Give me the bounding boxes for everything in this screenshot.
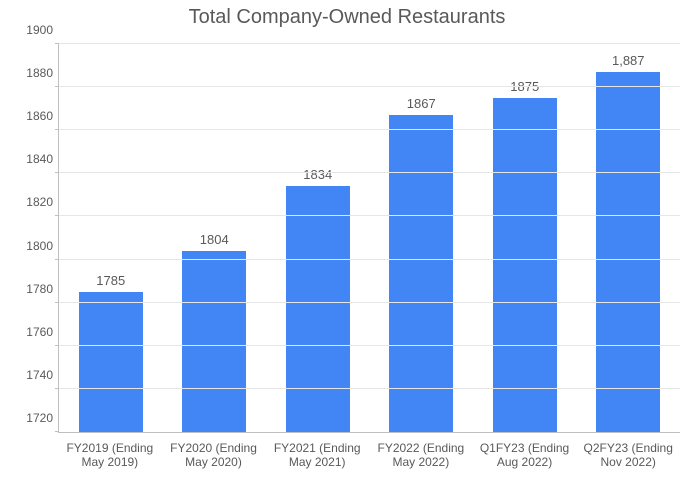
ytick-mark	[55, 302, 59, 303]
ytick-mark	[55, 431, 59, 432]
bar-slot: 1,887	[577, 44, 681, 432]
bar-slot: 1834	[266, 44, 370, 432]
ytick-label: 1800	[26, 239, 59, 253]
bar: 1,887	[596, 72, 660, 432]
x-axis-labels: FY2019 (Ending May 2019)FY2020 (Ending M…	[58, 437, 680, 503]
ytick-label: 1760	[26, 325, 59, 339]
bar-value-label: 1834	[303, 167, 332, 186]
ytick-mark	[55, 172, 59, 173]
gridline	[59, 259, 680, 260]
bar: 1875	[493, 98, 557, 432]
bar-slot: 1867	[370, 44, 474, 432]
bars-group: 1785 1804 1834 1867 1875 1,887	[59, 44, 680, 432]
x-axis-label: FY2021 (Ending May 2021)	[265, 437, 369, 503]
chart-title: Total Company-Owned Restaurants	[0, 6, 694, 29]
bar-value-label: 1,887	[612, 53, 645, 72]
gridline	[59, 215, 680, 216]
bar-value-label: 1804	[200, 232, 229, 251]
bar-slot: 1875	[473, 44, 577, 432]
chart-container: Total Company-Owned Restaurants 1785 1804…	[0, 0, 694, 503]
bar-value-label: 1867	[407, 96, 436, 115]
gridline	[59, 302, 680, 303]
x-axis-label: FY2019 (Ending May 2019)	[58, 437, 162, 503]
ytick-mark	[55, 345, 59, 346]
ytick-mark	[55, 259, 59, 260]
ytick-mark	[55, 388, 59, 389]
x-axis-label: Q1FY23 (Ending Aug 2022)	[473, 437, 577, 503]
bar-slot: 1785	[59, 44, 163, 432]
plot-area: 178518041834186718751,887 17201740176017…	[58, 44, 680, 433]
gridline	[59, 43, 680, 44]
gridline	[59, 129, 680, 130]
bar: 1785	[79, 292, 143, 432]
ytick-mark	[55, 215, 59, 216]
ytick-label: 1820	[26, 195, 59, 209]
gridline	[59, 345, 680, 346]
ytick-mark	[55, 129, 59, 130]
ytick-label: 1860	[26, 109, 59, 123]
bar-value-label: 1875	[510, 79, 539, 98]
x-axis-label: FY2020 (Ending May 2020)	[162, 437, 266, 503]
x-axis-label: FY2022 (Ending May 2022)	[369, 437, 473, 503]
bar: 1804	[182, 251, 246, 432]
ytick-mark	[55, 43, 59, 44]
gridline	[59, 86, 680, 87]
gridline	[59, 172, 680, 173]
ytick-label: 1780	[26, 282, 59, 296]
ytick-label: 1900	[26, 23, 59, 37]
gridline	[59, 388, 680, 389]
bar: 1834	[286, 186, 350, 432]
ytick-label: 1840	[26, 152, 59, 166]
ytick-label: 1720	[26, 411, 59, 425]
bar-slot: 1804	[163, 44, 267, 432]
ytick-mark	[55, 86, 59, 87]
x-axis-label: Q2FY23 (Ending Nov 2022)	[576, 437, 680, 503]
ytick-label: 1880	[26, 66, 59, 80]
bar-value-label: 1785	[96, 273, 125, 292]
ytick-label: 1740	[26, 368, 59, 382]
bar: 1867	[389, 115, 453, 432]
